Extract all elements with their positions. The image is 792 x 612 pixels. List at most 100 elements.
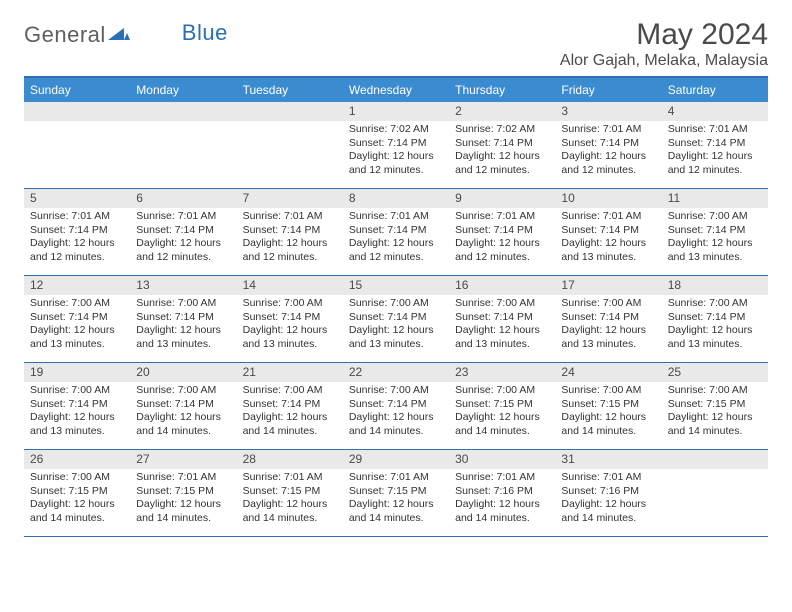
daylight-line: Daylight: 12 hours and 12 minutes.	[455, 237, 549, 264]
day-number: 9	[449, 189, 555, 208]
sunrise-line: Sunrise: 7:01 AM	[136, 471, 230, 484]
daylight-line: Daylight: 12 hours and 12 minutes.	[349, 150, 443, 177]
day-body: Sunrise: 7:00 AMSunset: 7:14 PMDaylight:…	[555, 295, 661, 355]
day-body: Sunrise: 7:02 AMSunset: 7:14 PMDaylight:…	[449, 121, 555, 181]
day-number: 23	[449, 363, 555, 382]
sunrise-line: Sunrise: 7:00 AM	[30, 297, 124, 310]
daylight-line: Daylight: 12 hours and 14 minutes.	[561, 498, 655, 525]
daylight-line: Daylight: 12 hours and 13 minutes.	[243, 324, 337, 351]
day-body: Sunrise: 7:02 AMSunset: 7:14 PMDaylight:…	[343, 121, 449, 181]
day-body	[24, 121, 130, 127]
day-body	[237, 121, 343, 127]
dow-sunday: Sunday	[24, 78, 130, 102]
location-label: Alor Gajah, Melaka, Malaysia	[560, 52, 768, 70]
sunrise-line: Sunrise: 7:01 AM	[243, 210, 337, 223]
day-cell: 2Sunrise: 7:02 AMSunset: 7:14 PMDaylight…	[449, 102, 555, 188]
week-row: 19Sunrise: 7:00 AMSunset: 7:14 PMDayligh…	[24, 363, 768, 450]
daylight-line: Daylight: 12 hours and 13 minutes.	[136, 324, 230, 351]
day-cell: 21Sunrise: 7:00 AMSunset: 7:14 PMDayligh…	[237, 363, 343, 449]
day-body: Sunrise: 7:00 AMSunset: 7:14 PMDaylight:…	[24, 382, 130, 442]
day-body: Sunrise: 7:00 AMSunset: 7:15 PMDaylight:…	[24, 469, 130, 529]
daylight-line: Daylight: 12 hours and 13 minutes.	[561, 237, 655, 264]
daylight-line: Daylight: 12 hours and 13 minutes.	[455, 324, 549, 351]
sunrise-line: Sunrise: 7:00 AM	[349, 297, 443, 310]
daylight-line: Daylight: 12 hours and 12 minutes.	[561, 150, 655, 177]
day-number: 28	[237, 450, 343, 469]
calendar: Sunday Monday Tuesday Wednesday Thursday…	[24, 76, 768, 537]
sunrise-line: Sunrise: 7:00 AM	[668, 297, 762, 310]
sunset-line: Sunset: 7:14 PM	[455, 311, 549, 324]
sunrise-line: Sunrise: 7:00 AM	[561, 297, 655, 310]
day-number: 26	[24, 450, 130, 469]
day-body: Sunrise: 7:01 AMSunset: 7:16 PMDaylight:…	[449, 469, 555, 529]
daylight-line: Daylight: 12 hours and 12 minutes.	[668, 150, 762, 177]
day-cell: 5Sunrise: 7:01 AMSunset: 7:14 PMDaylight…	[24, 189, 130, 275]
daylight-line: Daylight: 12 hours and 13 minutes.	[668, 237, 762, 264]
daylight-line: Daylight: 12 hours and 13 minutes.	[30, 411, 124, 438]
day-number: 29	[343, 450, 449, 469]
sunset-line: Sunset: 7:15 PM	[243, 485, 337, 498]
sunset-line: Sunset: 7:14 PM	[136, 224, 230, 237]
sunrise-line: Sunrise: 7:01 AM	[349, 471, 443, 484]
day-cell: 17Sunrise: 7:00 AMSunset: 7:14 PMDayligh…	[555, 276, 661, 362]
day-number	[24, 102, 130, 121]
sunset-line: Sunset: 7:14 PM	[668, 224, 762, 237]
daylight-line: Daylight: 12 hours and 12 minutes.	[136, 237, 230, 264]
sunset-line: Sunset: 7:14 PM	[243, 311, 337, 324]
day-number: 24	[555, 363, 661, 382]
day-number: 14	[237, 276, 343, 295]
sunset-line: Sunset: 7:14 PM	[243, 224, 337, 237]
daylight-line: Daylight: 12 hours and 14 minutes.	[349, 498, 443, 525]
sunset-line: Sunset: 7:15 PM	[349, 485, 443, 498]
daylight-line: Daylight: 12 hours and 12 minutes.	[455, 150, 549, 177]
sunrise-line: Sunrise: 7:02 AM	[455, 123, 549, 136]
sunset-line: Sunset: 7:16 PM	[455, 485, 549, 498]
daylight-line: Daylight: 12 hours and 12 minutes.	[349, 237, 443, 264]
sunrise-line: Sunrise: 7:00 AM	[455, 384, 549, 397]
day-cell: 12Sunrise: 7:00 AMSunset: 7:14 PMDayligh…	[24, 276, 130, 362]
daylight-line: Daylight: 12 hours and 12 minutes.	[30, 237, 124, 264]
day-number: 7	[237, 189, 343, 208]
day-body: Sunrise: 7:01 AMSunset: 7:16 PMDaylight:…	[555, 469, 661, 529]
sunset-line: Sunset: 7:14 PM	[30, 311, 124, 324]
sunrise-line: Sunrise: 7:01 AM	[668, 123, 762, 136]
sunrise-line: Sunrise: 7:01 AM	[349, 210, 443, 223]
day-cell: 15Sunrise: 7:00 AMSunset: 7:14 PMDayligh…	[343, 276, 449, 362]
daylight-line: Daylight: 12 hours and 13 minutes.	[561, 324, 655, 351]
day-body: Sunrise: 7:00 AMSunset: 7:14 PMDaylight:…	[24, 295, 130, 355]
day-cell: 1Sunrise: 7:02 AMSunset: 7:14 PMDaylight…	[343, 102, 449, 188]
daylight-line: Daylight: 12 hours and 14 minutes.	[136, 411, 230, 438]
day-cell: 4Sunrise: 7:01 AMSunset: 7:14 PMDaylight…	[662, 102, 768, 188]
day-body: Sunrise: 7:01 AMSunset: 7:15 PMDaylight:…	[237, 469, 343, 529]
brand-mark-icon	[108, 24, 130, 47]
day-body: Sunrise: 7:00 AMSunset: 7:15 PMDaylight:…	[662, 382, 768, 442]
dow-saturday: Saturday	[662, 78, 768, 102]
day-cell	[130, 102, 236, 188]
daylight-line: Daylight: 12 hours and 14 minutes.	[561, 411, 655, 438]
day-cell: 30Sunrise: 7:01 AMSunset: 7:16 PMDayligh…	[449, 450, 555, 536]
sunset-line: Sunset: 7:15 PM	[668, 398, 762, 411]
day-number: 21	[237, 363, 343, 382]
day-cell: 6Sunrise: 7:01 AMSunset: 7:14 PMDaylight…	[130, 189, 236, 275]
week-row: 12Sunrise: 7:00 AMSunset: 7:14 PMDayligh…	[24, 276, 768, 363]
day-number: 6	[130, 189, 236, 208]
day-of-week-row: Sunday Monday Tuesday Wednesday Thursday…	[24, 78, 768, 102]
sunset-line: Sunset: 7:14 PM	[455, 137, 549, 150]
sunset-line: Sunset: 7:14 PM	[30, 398, 124, 411]
day-cell: 26Sunrise: 7:00 AMSunset: 7:15 PMDayligh…	[24, 450, 130, 536]
day-number: 18	[662, 276, 768, 295]
sunset-line: Sunset: 7:14 PM	[243, 398, 337, 411]
day-cell: 8Sunrise: 7:01 AMSunset: 7:14 PMDaylight…	[343, 189, 449, 275]
day-cell: 27Sunrise: 7:01 AMSunset: 7:15 PMDayligh…	[130, 450, 236, 536]
sunrise-line: Sunrise: 7:00 AM	[668, 210, 762, 223]
sunset-line: Sunset: 7:14 PM	[561, 137, 655, 150]
day-cell: 3Sunrise: 7:01 AMSunset: 7:14 PMDaylight…	[555, 102, 661, 188]
dow-thursday: Thursday	[449, 78, 555, 102]
day-cell: 22Sunrise: 7:00 AMSunset: 7:14 PMDayligh…	[343, 363, 449, 449]
day-number: 1	[343, 102, 449, 121]
day-cell: 25Sunrise: 7:00 AMSunset: 7:15 PMDayligh…	[662, 363, 768, 449]
day-number: 8	[343, 189, 449, 208]
day-number: 30	[449, 450, 555, 469]
day-body: Sunrise: 7:01 AMSunset: 7:14 PMDaylight:…	[237, 208, 343, 268]
day-number: 31	[555, 450, 661, 469]
